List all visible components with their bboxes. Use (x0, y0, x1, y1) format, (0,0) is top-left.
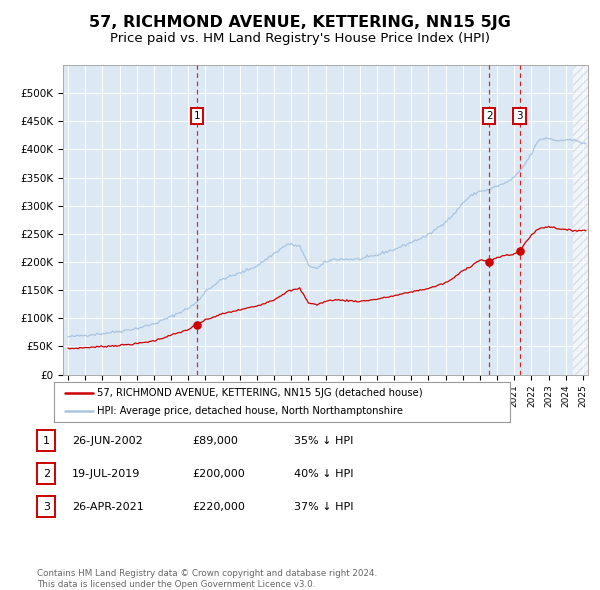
Text: £89,000: £89,000 (192, 436, 238, 445)
Text: 1: 1 (193, 111, 200, 121)
Bar (573, 65, 600, 375)
Point (192, 320, 202, 329)
Text: 1: 1 (43, 436, 50, 445)
Text: Contains HM Land Registry data © Crown copyright and database right 2024.
This d: Contains HM Land Registry data © Crown c… (37, 569, 377, 589)
Text: 2: 2 (43, 469, 50, 478)
Text: 3: 3 (517, 111, 523, 121)
Text: 26-APR-2021: 26-APR-2021 (72, 502, 144, 512)
Text: 57, RICHMOND AVENUE, KETTERING, NN15 5JG (detached house): 57, RICHMOND AVENUE, KETTERING, NN15 5JG… (97, 388, 423, 398)
Text: 26-JUN-2002: 26-JUN-2002 (72, 436, 143, 445)
Text: 35% ↓ HPI: 35% ↓ HPI (294, 436, 353, 445)
Text: 3: 3 (43, 502, 50, 512)
Point (484, 257, 494, 267)
Text: 40% ↓ HPI: 40% ↓ HPI (294, 469, 353, 478)
Text: HPI: Average price, detached house, North Northamptonshire: HPI: Average price, detached house, Nort… (97, 406, 403, 416)
Text: £200,000: £200,000 (192, 469, 245, 478)
Text: 19-JUL-2019: 19-JUL-2019 (72, 469, 140, 478)
Text: 2: 2 (486, 111, 493, 121)
Text: Price paid vs. HM Land Registry's House Price Index (HPI): Price paid vs. HM Land Registry's House … (110, 32, 490, 45)
Text: 37% ↓ HPI: 37% ↓ HPI (294, 502, 353, 512)
Text: £220,000: £220,000 (192, 502, 245, 512)
Point (515, 246, 524, 255)
Text: 57, RICHMOND AVENUE, KETTERING, NN15 5JG: 57, RICHMOND AVENUE, KETTERING, NN15 5JG (89, 15, 511, 30)
